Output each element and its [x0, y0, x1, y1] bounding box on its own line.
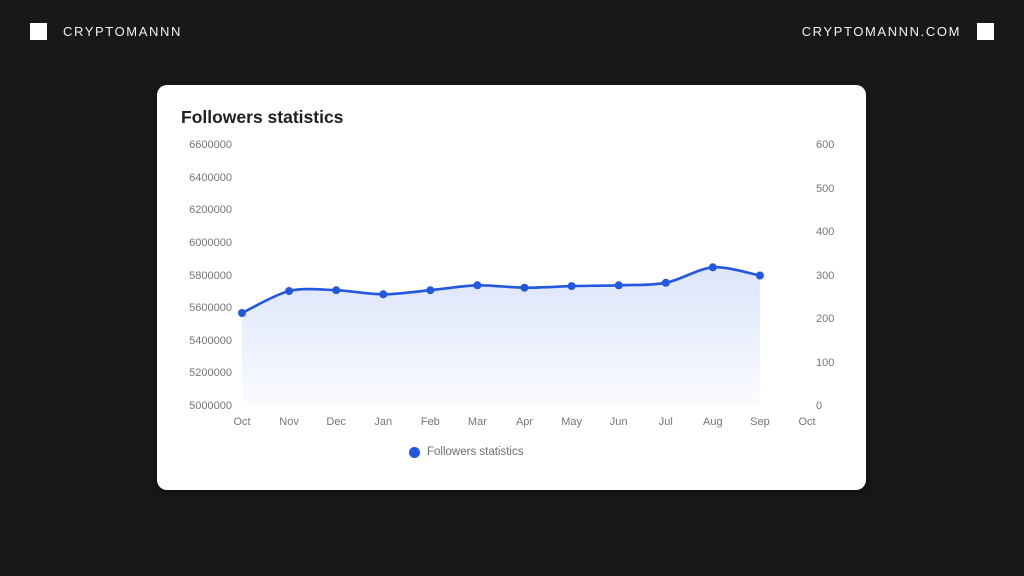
chart-title: Followers statistics [181, 107, 344, 127]
x-axis: Oct Nov Dec Jan Feb Mar Apr May Jun Jul Aug Sep Oct [157, 85, 866, 490]
x-axis-tick-label: Oct [233, 416, 251, 428]
y-axis-left: 6600000 6400000 6200000 6000000 5800000 56000… [157, 85, 232, 490]
data-point-may[interactable] [567, 282, 576, 291]
series-points [238, 263, 764, 317]
y-axis-right-tick-label: 400 [816, 226, 835, 238]
site-logo-square-icon [977, 22, 994, 40]
x-axis-tick-label: May [561, 416, 582, 428]
y-axis-right-tick-label: 200 [816, 313, 835, 325]
x-axis-tick-label: Nov [279, 416, 299, 428]
data-point-dec[interactable] [332, 286, 341, 295]
y-axis-left-tick-label: 5400000 [189, 334, 232, 347]
y-axis-right-tick-label: 300 [816, 269, 835, 282]
brand-logo-square-icon [30, 22, 47, 40]
y-axis-left-tick-label: 5600000 [189, 302, 232, 315]
y-axis-left-tick-label: 6000000 [189, 236, 232, 249]
y-axis-left-tick-label: 5800000 [189, 269, 232, 282]
y-axis-left-tick-label: 6200000 [189, 204, 232, 217]
brand: CRYPTOMANNN [30, 22, 182, 40]
y-axis-left-tick-label: 5200000 [189, 367, 232, 380]
y-axis-right-tick-label: 100 [816, 356, 835, 369]
data-point-apr[interactable] [520, 283, 529, 292]
y-axis-right-tick-label: 0 [816, 400, 823, 412]
y-axis-right-tick-label: 500 [816, 182, 835, 195]
data-point-feb[interactable] [426, 286, 435, 295]
series-area-fill [242, 267, 760, 406]
y-axis-left-tick-label: 5000000 [189, 400, 232, 412]
y-axis-right-tick-label: 600 [816, 139, 835, 151]
x-axis-tick-label: Mar [467, 416, 487, 428]
line-chart-canvas[interactable] [238, 145, 807, 406]
brand-name: CRYPTOMANNN [63, 23, 182, 39]
x-axis-tick-label: Feb [420, 416, 440, 428]
x-axis-tick-label: Oct [798, 416, 816, 428]
x-axis-tick-label: Dec [326, 416, 346, 428]
data-point-oct[interactable] [238, 309, 246, 317]
data-point-jan[interactable] [379, 290, 388, 299]
x-axis-tick-label: Jul [658, 416, 673, 428]
chart-card: Followers statistics 6600000 6400000 62000… [157, 85, 866, 490]
site: CRYPTOMANNN.COM [801, 22, 994, 40]
x-axis-tick-label: Aug [703, 416, 723, 428]
x-axis-tick-label: Apr [515, 416, 534, 428]
legend-label: Followers statistics [427, 446, 524, 458]
data-point-jun[interactable] [614, 281, 623, 290]
y-axis-right: 600 500 400 300 200 100 0 [816, 85, 866, 490]
y-axis-left-tick-label: 6400000 [189, 171, 232, 184]
top-bar: CRYPTOMANNN CRYPTOMANNN.COM [0, 0, 1024, 62]
data-point-nov[interactable] [285, 287, 294, 295]
x-axis-tick-label: Jun [609, 416, 628, 428]
site-url: CRYPTOMANNN.COM [801, 23, 961, 39]
data-point-mar[interactable] [473, 281, 482, 290]
x-axis-tick-label: Jan [374, 416, 393, 428]
legend-dot-icon [409, 446, 420, 458]
y-axis-left-tick-label: 6600000 [189, 139, 232, 151]
data-point-jul[interactable] [661, 278, 670, 287]
chart-legend[interactable]: Followers statistics [409, 446, 524, 458]
data-point-sep[interactable] [755, 271, 764, 280]
x-axis-tick-label: Sep [750, 416, 770, 428]
data-point-aug[interactable] [708, 263, 717, 272]
